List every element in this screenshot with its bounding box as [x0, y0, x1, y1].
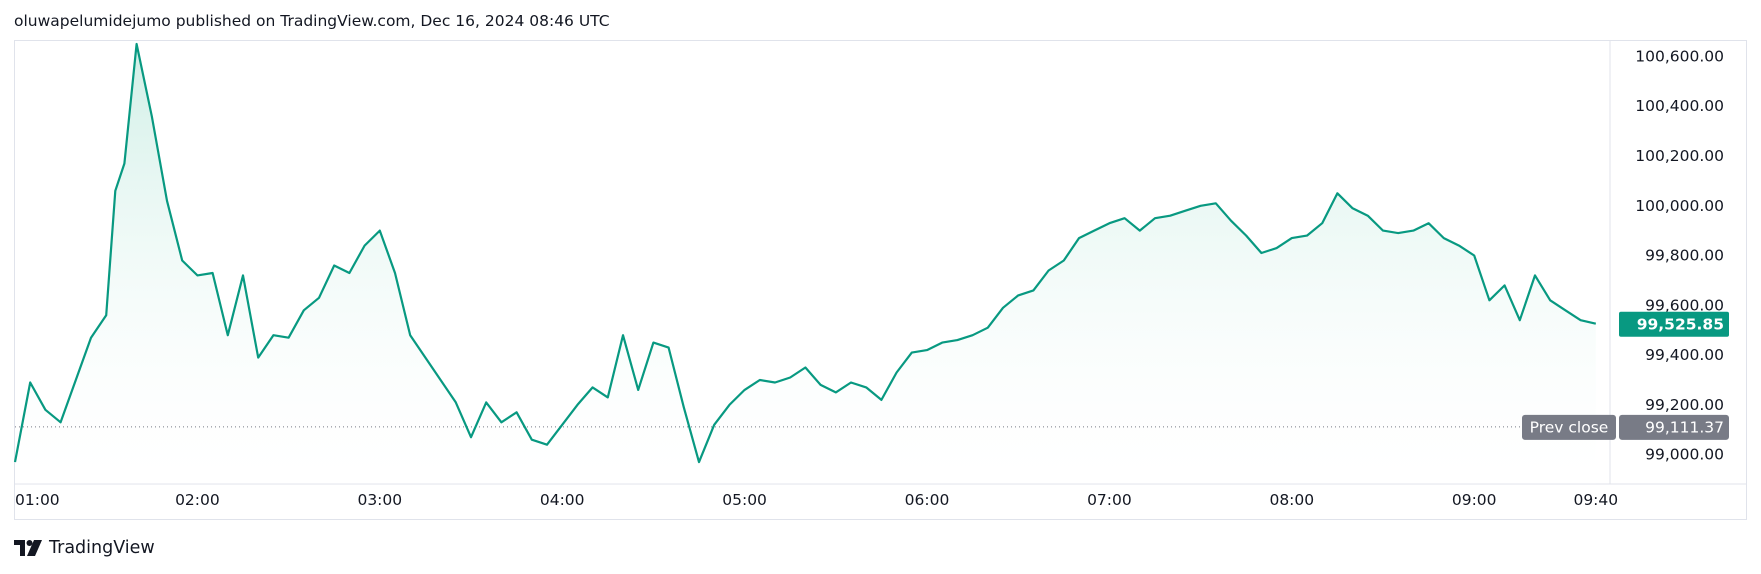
x-tick-label: 03:00 — [357, 491, 402, 509]
x-tick-label: 01:00 — [15, 491, 60, 509]
y-tick-label: 100,000.00 — [1635, 197, 1724, 215]
price-axis: 100,600.00 100,400.00 100,200.00 100,000.00… — [1635, 47, 1724, 463]
prev-close-value: 99,111.37 — [1645, 418, 1724, 436]
last-price-label: 99,525.85 — [1637, 315, 1724, 333]
tradingview-logo-icon[interactable] — [14, 540, 42, 556]
x-tick-label: 07:00 — [1087, 491, 1132, 509]
x-tick-label: 04:00 — [540, 491, 585, 509]
x-tick-label: 06:00 — [905, 491, 950, 509]
y-tick-label: 99,000.00 — [1645, 446, 1724, 464]
footer: TradingView — [14, 536, 155, 560]
time-axis: 01:00 02:00 03:00 04:00 05:00 06:00 07:00 08:00… — [15, 491, 1618, 509]
x-tick-label: 02:00 — [175, 491, 220, 509]
y-tick-label: 100,400.00 — [1635, 97, 1724, 115]
y-tick-label: 100,600.00 — [1635, 47, 1724, 65]
prev-close-text: Prev close — [1530, 418, 1609, 436]
price-line[interactable] — [13, 42, 1597, 464]
y-tick-label: 99,200.00 — [1645, 396, 1724, 414]
x-tick-label: 05:00 — [722, 491, 767, 509]
price-area-fill — [15, 44, 1596, 484]
prev-close-badge: Prev close 99,111.37 — [1522, 414, 1729, 440]
publisher-line: oluwapelumidejumo published on TradingVi… — [14, 12, 610, 30]
y-tick-label: 100,200.00 — [1635, 147, 1724, 165]
y-tick-label: 99,800.00 — [1645, 247, 1724, 265]
price-chart[interactable]: 100,600.00 100,400.00 100,200.00 100,000.00… — [0, 0, 1761, 520]
last-price-badge: 99,525.85 — [1619, 311, 1729, 337]
x-tick-label: 09:40 — [1573, 491, 1618, 509]
chart-frame — [14, 40, 1747, 520]
footer-brand[interactable]: TradingView — [49, 538, 155, 558]
y-tick-label: 99,600.00 — [1645, 296, 1724, 314]
x-tick-label: 08:00 — [1269, 491, 1314, 509]
y-tick-label: 99,400.00 — [1645, 346, 1724, 364]
x-tick-label: 09:00 — [1452, 491, 1497, 509]
